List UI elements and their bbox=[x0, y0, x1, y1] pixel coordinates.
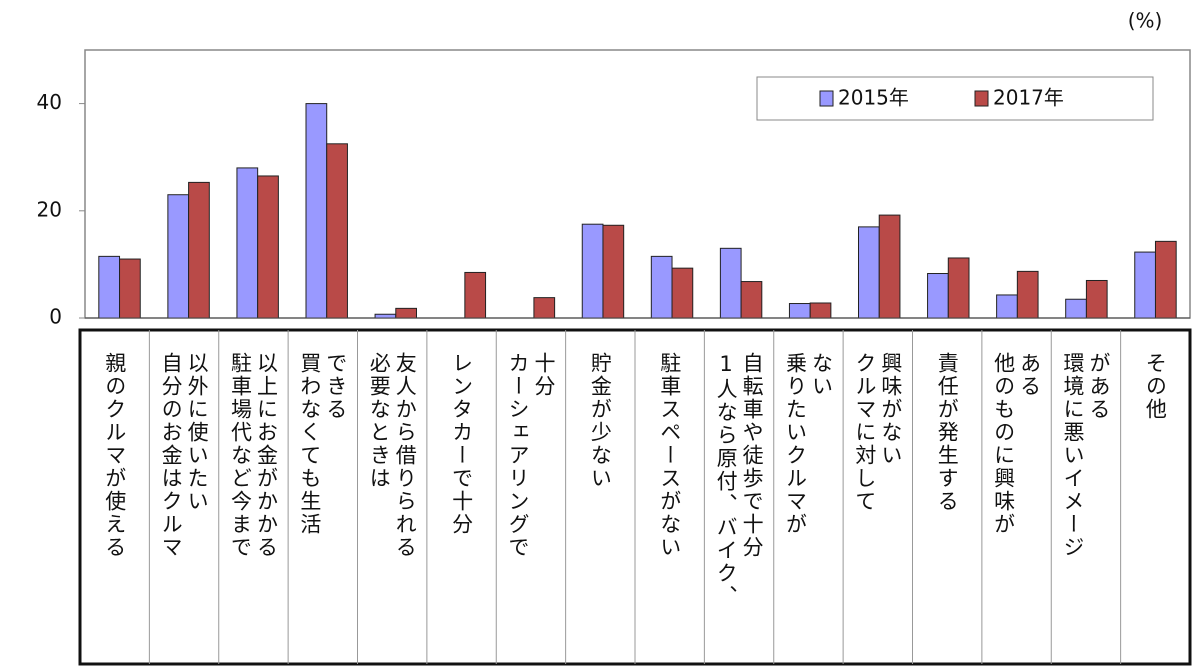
bar bbox=[167, 194, 190, 319]
bar bbox=[947, 257, 970, 319]
bar bbox=[1065, 298, 1087, 319]
bar bbox=[236, 167, 259, 319]
y-tick-label: 0 bbox=[49, 305, 62, 329]
category-label: クルマに対して 興味がない bbox=[852, 352, 903, 513]
bar bbox=[809, 302, 832, 319]
category-label: 必要なときは 友人から借りられる bbox=[367, 352, 418, 559]
bar bbox=[671, 267, 694, 319]
legend-swatch bbox=[819, 90, 834, 107]
category-label: レンタカーで十分 bbox=[449, 352, 474, 536]
bar bbox=[374, 313, 397, 319]
bar bbox=[927, 273, 949, 319]
bar bbox=[602, 224, 625, 319]
category-label: 環境に悪いイメージ がある bbox=[1060, 352, 1111, 559]
legend-swatch bbox=[974, 90, 989, 107]
bar bbox=[1016, 270, 1039, 319]
category-label: 貯金が少ない bbox=[588, 352, 613, 490]
category-label: 乗りたいクルマが ない bbox=[783, 352, 834, 536]
bar bbox=[740, 281, 763, 319]
bar bbox=[788, 303, 811, 319]
legend-box bbox=[756, 76, 1154, 121]
bar bbox=[996, 294, 1018, 319]
bar bbox=[1085, 279, 1108, 319]
bar bbox=[1134, 251, 1156, 319]
bar bbox=[878, 214, 901, 319]
category-label: 責任が発生する bbox=[935, 352, 960, 513]
bar bbox=[257, 175, 279, 319]
bar bbox=[395, 307, 417, 319]
bar bbox=[719, 247, 742, 319]
category-label: 1人なら原付、バイク、 自転車や徒歩で十分 bbox=[714, 352, 765, 608]
bar bbox=[650, 255, 673, 319]
category-label: その他 bbox=[1143, 352, 1168, 421]
bar bbox=[1154, 240, 1177, 319]
category-label: カーシェアリングで 十分 bbox=[505, 352, 556, 559]
category-label: 買わなくても生活 できる bbox=[297, 352, 348, 536]
y-tick-label: 20 bbox=[37, 197, 62, 221]
bar bbox=[326, 143, 348, 319]
bar bbox=[464, 271, 487, 319]
bar bbox=[858, 226, 880, 319]
bar bbox=[533, 297, 556, 319]
category-label: 駐車場代など今まで 以上にお金がかかる bbox=[228, 352, 279, 559]
bar bbox=[305, 103, 328, 319]
category-label: 駐車スペースがない bbox=[657, 352, 682, 559]
legend-label: 2015年 bbox=[838, 86, 909, 110]
bar bbox=[98, 255, 121, 319]
legend-label: 2017年 bbox=[993, 86, 1064, 110]
category-label: 親のクルマが使える bbox=[102, 352, 127, 559]
bar bbox=[188, 181, 210, 319]
bar bbox=[581, 223, 604, 319]
y-tick-label: 40 bbox=[37, 90, 62, 114]
category-label: 自分のお金はクルマ 以外に使いたい bbox=[159, 352, 210, 559]
category-label: 他のものに興味が ある bbox=[991, 352, 1042, 536]
unit-label: (%) bbox=[1128, 9, 1163, 33]
bar bbox=[119, 258, 141, 319]
